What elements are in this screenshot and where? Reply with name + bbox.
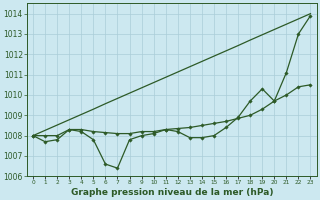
X-axis label: Graphe pression niveau de la mer (hPa): Graphe pression niveau de la mer (hPa)	[70, 188, 273, 197]
